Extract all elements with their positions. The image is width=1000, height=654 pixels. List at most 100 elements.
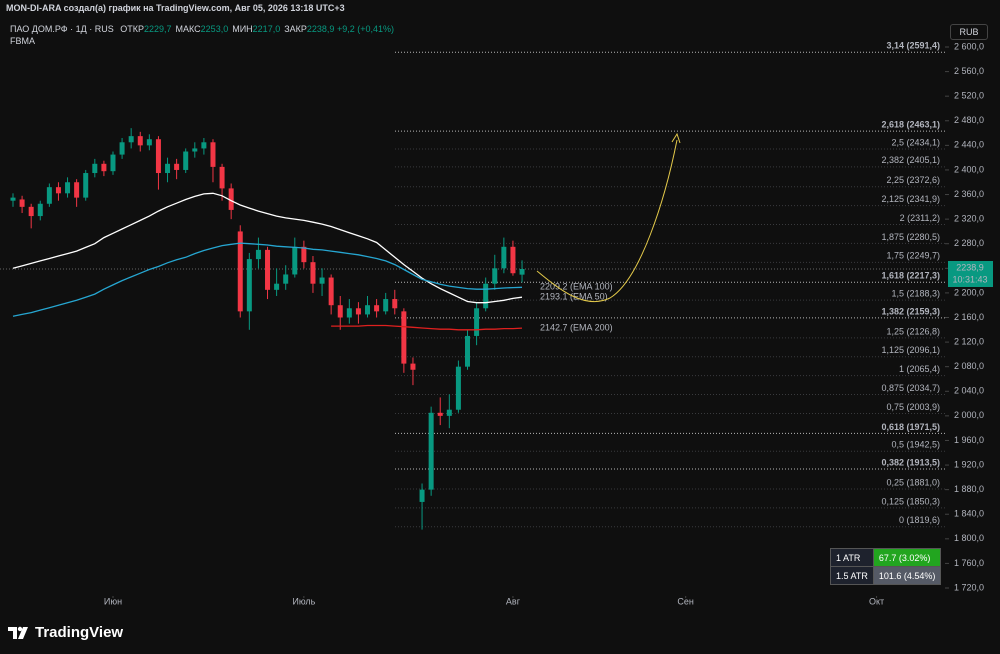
candle-body (210, 142, 216, 167)
x-tick-label: Июль (292, 596, 315, 606)
y-tick-label: 2 440,0 (954, 140, 984, 150)
change: +9,2 (+0,41%) (336, 24, 394, 34)
fib-label: 0,25 (1881,0) (886, 477, 940, 487)
y-tick-label: 2 160,0 (954, 312, 984, 322)
fib-label: 0,875 (2034,7) (881, 383, 940, 393)
ohlc-label: МАКС (175, 24, 201, 34)
ema-line (12, 192, 523, 304)
y-tick-label: 2 400,0 (954, 164, 984, 174)
y-tick-label: 2 560,0 (954, 66, 984, 76)
brand-logo (8, 626, 28, 639)
x-tick-label: Июн (104, 596, 122, 606)
candle-body (501, 246, 507, 269)
candle-body (10, 197, 16, 201)
fib-label: 1,618 (2217,3) (881, 271, 940, 281)
y-tick-label: 2 120,0 (954, 336, 984, 346)
candle-body (155, 139, 161, 174)
candle-body (92, 163, 98, 174)
candle-body (519, 268, 525, 275)
y-tick-label: 2 040,0 (954, 386, 984, 396)
candle-body (219, 166, 225, 189)
y-tick-label: 1 840,0 (954, 509, 984, 519)
y-tick-label: 2 520,0 (954, 91, 984, 101)
candle-body (401, 311, 407, 364)
candle-body (465, 335, 471, 367)
y-tick-label: 1 760,0 (954, 558, 984, 568)
candle-body (228, 188, 234, 210)
fib-label: 0,5 (1942,5) (891, 440, 940, 450)
candle-body (437, 412, 443, 416)
atr-value: 67.7 (3.02%) (872, 548, 942, 567)
atr-row: 1.5 ATR 101.6 (4.54%) (830, 566, 942, 585)
y-tick-label: 2 000,0 (954, 410, 984, 420)
fib-label: 1,125 (2096,1) (881, 345, 940, 355)
fib-label: 0,382 (1913,5) (881, 457, 940, 467)
fib-label: 3,14 (2591,4) (886, 41, 940, 51)
fib-label: 0 (1819,6) (899, 515, 940, 525)
fib-label: 2,125 (2341,9) (881, 194, 940, 204)
ema-label: 2209.2 (EMA 100) (540, 282, 613, 292)
legend: ПАО ДОМ.РФ · 1Д · RUS ОТКР2229,7 МАКС2253… (10, 24, 394, 34)
ohlc-label: ОТКР (120, 24, 144, 34)
candle-body (319, 277, 325, 284)
fib-label: 0,125 (1850,3) (881, 496, 940, 506)
fib-label: 1,5 (2188,3) (891, 288, 940, 298)
candle-body (55, 187, 61, 194)
candle-body (237, 231, 243, 312)
candle-body (383, 299, 389, 312)
candle-body (174, 163, 180, 170)
fib-label: 2 (2311,2) (900, 213, 940, 223)
indicator: FBMA (10, 36, 36, 46)
candle-body (274, 283, 280, 290)
candle-body (201, 142, 207, 149)
fib-label: 1,75 (2249,7) (886, 251, 940, 261)
candle-body (337, 305, 343, 318)
candle-body (310, 262, 316, 284)
candle-body (374, 305, 380, 312)
candle-body (392, 299, 398, 309)
candle-body (292, 246, 298, 275)
ohlc: ОТКР2229,7 МАКС2253,0 МИН2217,0 ЗАКР2238,9 (116, 24, 334, 34)
candle-body (28, 206, 34, 217)
ohlc-label: ЗАКР (284, 24, 307, 34)
last-price-box (948, 260, 993, 287)
atr-label: 1 ATR (830, 548, 874, 567)
ohlc-value: 2238,9 (306, 24, 335, 34)
candle-body (346, 308, 352, 318)
projection-arrow (671, 132, 681, 144)
candle-body (74, 182, 80, 198)
candle-body (137, 136, 143, 146)
atr-row: 1 ATR 67.7 (3.02%) (830, 548, 942, 567)
fib-label: 0,618 (1971,5) (881, 422, 940, 432)
y-tick-label: 2 480,0 (954, 115, 984, 125)
candle-body (110, 154, 116, 172)
ohlc-label: МИН (232, 24, 253, 34)
candle-body (446, 409, 452, 416)
currency-button[interactable]: RUB (950, 24, 988, 40)
candle-body (165, 163, 171, 174)
candle-body (410, 363, 416, 370)
fib-label: 1,25 (2126,8) (886, 326, 940, 336)
candle-body (255, 249, 261, 260)
fib-label: 2,382 (2405,1) (881, 155, 940, 165)
fib-label: 1 (2065,4) (899, 364, 940, 374)
candle-body (301, 246, 307, 263)
y-tick-label: 2 200,0 (954, 287, 984, 297)
candle-body (65, 182, 71, 194)
atr-table: 1 ATR 67.7 (3.02%) 1.5 ATR 101.6 (4.54%) (830, 548, 942, 585)
brand-text: TradingView (35, 624, 124, 641)
projection-curve (536, 139, 678, 303)
y-tick-label: 1 880,0 (954, 484, 984, 494)
candle-body (265, 249, 271, 290)
fib-label: 0,75 (2003,9) (886, 402, 940, 412)
ema-line (12, 242, 523, 317)
y-tick-label: 1 720,0 (954, 582, 984, 592)
candle-body (37, 203, 43, 217)
candle-body (510, 246, 516, 274)
candle-body (119, 142, 125, 155)
candle-body (128, 136, 134, 143)
y-tick-label: 2 600,0 (954, 41, 984, 51)
brand: TradingView (8, 624, 123, 641)
